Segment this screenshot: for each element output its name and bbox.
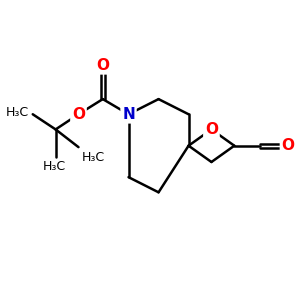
Text: O: O (281, 138, 295, 153)
Text: O: O (205, 122, 218, 137)
Text: N: N (122, 107, 135, 122)
Text: H₃C: H₃C (81, 152, 104, 164)
Text: O: O (72, 107, 85, 122)
Text: H₃C: H₃C (5, 106, 28, 119)
Text: O: O (96, 58, 109, 73)
Text: H₃C: H₃C (43, 160, 66, 173)
